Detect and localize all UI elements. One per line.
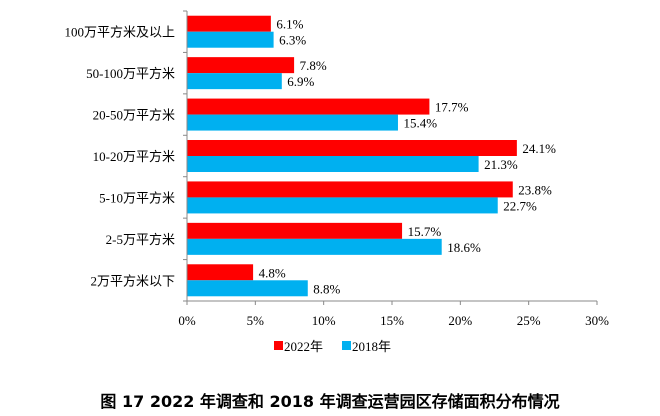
- data-label: 8.8%: [313, 281, 340, 296]
- data-label: 24.1%: [522, 141, 556, 156]
- legend-label: 2022年: [284, 339, 323, 354]
- x-tick-label: 10%: [312, 313, 336, 328]
- data-label: 15.4%: [403, 116, 437, 131]
- legend-label: 2018年: [352, 339, 391, 354]
- bar-2018年: [187, 156, 479, 172]
- bar-2018年: [187, 280, 308, 297]
- category-label: 2-5万平方米: [106, 232, 175, 247]
- data-label: 21.3%: [484, 157, 518, 172]
- data-label: 6.1%: [276, 17, 303, 32]
- legend-swatch: [274, 341, 283, 350]
- bar-2018年: [187, 114, 398, 131]
- category-label: 50-100万平方米: [86, 66, 175, 81]
- data-label: 6.9%: [287, 74, 314, 89]
- x-tick-label: 25%: [517, 313, 541, 328]
- x-tick-label: 0%: [178, 313, 196, 328]
- x-tick-label: 15%: [380, 313, 404, 328]
- bar-2022年: [187, 222, 403, 239]
- category-label: 2万平方米以下: [90, 273, 175, 288]
- data-label: 23.8%: [518, 182, 552, 197]
- bar-2018年: [187, 238, 442, 255]
- data-label: 17.7%: [435, 100, 469, 115]
- x-tick-label: 30%: [585, 313, 609, 328]
- x-tick-label: 20%: [448, 313, 472, 328]
- bar-2022年: [187, 181, 513, 198]
- data-label: 18.6%: [447, 240, 481, 255]
- data-label: 15.7%: [408, 224, 442, 239]
- bar-2018年: [187, 197, 498, 214]
- data-label: 7.8%: [300, 58, 327, 73]
- data-label: 4.8%: [259, 265, 286, 280]
- category-label: 100万平方米及以上: [64, 25, 175, 40]
- bar-2022年: [187, 264, 254, 281]
- category-label: 10-20万平方米: [93, 149, 175, 164]
- category-label: 20-50万平方米: [93, 108, 175, 123]
- bar-2018年: [187, 31, 274, 48]
- bar-2022年: [187, 140, 517, 156]
- bar-2022年: [187, 15, 271, 32]
- data-label: 22.7%: [503, 198, 537, 213]
- category-label: 5-10万平方米: [99, 190, 175, 205]
- figure-caption: 图 17 2022 年调查和 2018 年调查运营园区存储面积分布情况: [100, 392, 560, 411]
- bar-2018年: [187, 73, 282, 90]
- data-label: 6.3%: [279, 33, 306, 48]
- x-tick-label: 5%: [247, 313, 265, 328]
- bar-2022年: [187, 57, 295, 74]
- bar-2022年: [187, 98, 430, 115]
- legend-swatch: [342, 341, 351, 350]
